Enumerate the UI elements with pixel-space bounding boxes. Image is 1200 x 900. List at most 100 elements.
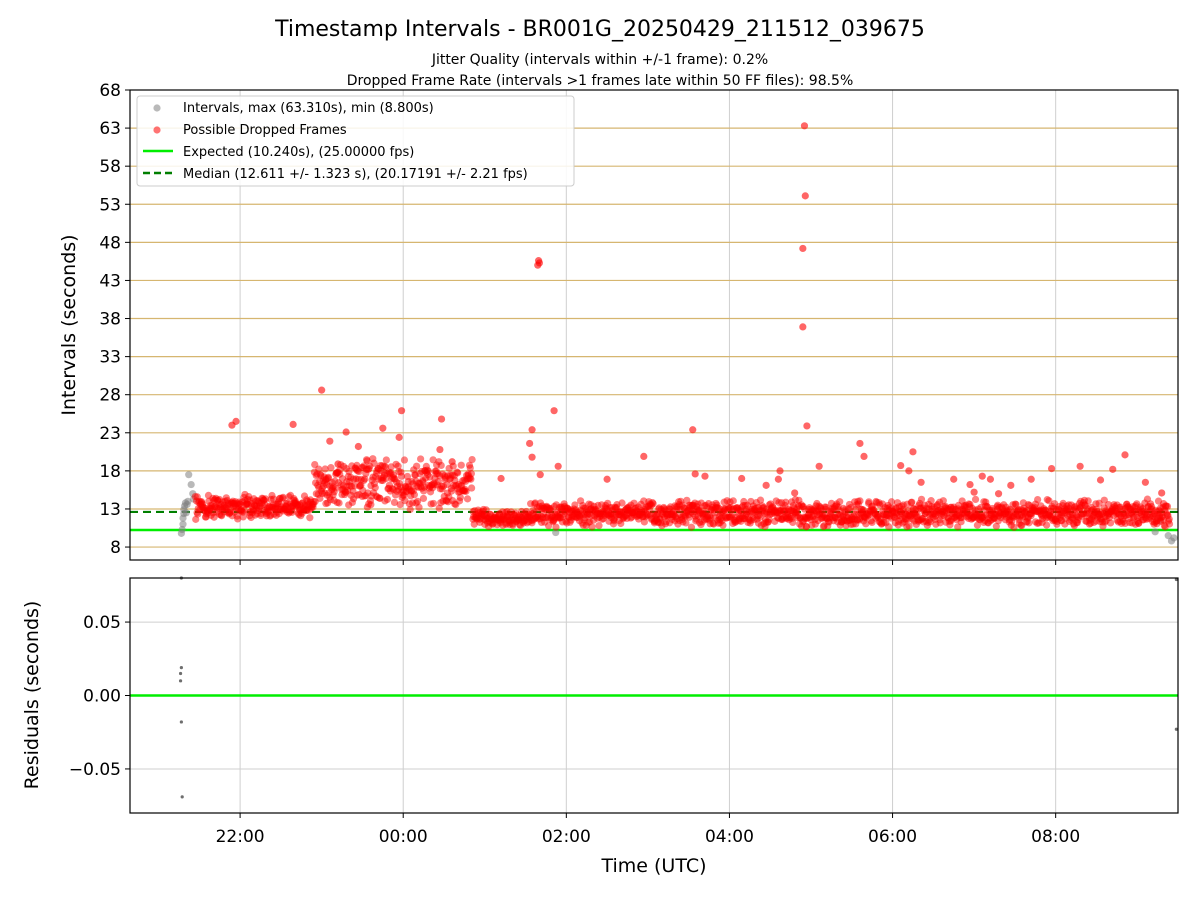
- residuals-y-tick-label: 0.05: [83, 613, 121, 633]
- dropped-frame-point: [454, 469, 462, 477]
- dropped-frame-point: [554, 462, 562, 470]
- intervals-plot-frame: [129, 89, 1179, 561]
- dropped-frame-point: [288, 508, 296, 516]
- dropped-frame-point: [954, 523, 962, 531]
- dropped-frame-point: [382, 456, 390, 464]
- residuals-y-tick-label: −0.05: [69, 760, 121, 780]
- dropped-frame-point: [462, 487, 470, 495]
- dropped-frame-point: [756, 496, 765, 504]
- legend-marker-intervals: [153, 104, 161, 112]
- legend-marker-dropped: [153, 126, 161, 134]
- dropped-frame-point: [528, 426, 536, 434]
- dropped-frame-point: [528, 453, 536, 461]
- dropped-frame-point: [429, 499, 438, 508]
- dropped-frame-point: [437, 461, 445, 470]
- dropped-frame-point: [457, 461, 465, 469]
- dropped-frame-point: [367, 501, 375, 509]
- dropped-frame-point: [342, 428, 350, 436]
- dropped-frame-point: [468, 484, 476, 492]
- dropped-frame-point: [885, 523, 893, 531]
- dropped-frame-point: [327, 464, 335, 472]
- figure-subtitle-jitter: Jitter Quality (intervals within +/-1 fr…: [431, 52, 768, 68]
- dropped-frame-point: [992, 522, 1000, 530]
- dropped-frame-point: [447, 487, 456, 495]
- interval-point: [178, 525, 186, 534]
- dropped-frame-point: [456, 493, 464, 502]
- dropped-frame-point: [370, 459, 378, 467]
- dropped-frame-point: [978, 472, 986, 480]
- dropped-frame-point: [994, 490, 1003, 498]
- interval-point: [1151, 528, 1159, 536]
- dropped-frame-point: [371, 484, 379, 492]
- dropped-frame-point: [936, 519, 944, 527]
- residual-point: [178, 679, 183, 683]
- dropped-frame-point: [550, 407, 558, 415]
- dropped-frame-point: [536, 471, 544, 479]
- dropped-frame-point: [448, 458, 456, 466]
- x-axis-label: Time (UTC): [600, 855, 706, 877]
- dropped-frame-point: [1007, 481, 1015, 489]
- dropped-frame-point: [738, 474, 746, 483]
- dropped-frame-point: [417, 455, 425, 463]
- dropped-frame-point: [381, 463, 390, 471]
- interval-point: [182, 509, 190, 517]
- figure-title: Timestamp Intervals - BR001G_20250429_21…: [274, 17, 925, 42]
- residuals-y-ticks: 0.05 0.00 −0.05: [69, 613, 130, 780]
- dropped-frame-point: [1084, 497, 1092, 505]
- dropped-frame-point: [552, 523, 560, 531]
- dropped-frame-point: [1043, 521, 1051, 529]
- x-tick-label: 22:00: [216, 827, 265, 847]
- dropped-frame-point: [234, 515, 242, 523]
- x-tick-label: 02:00: [542, 827, 591, 847]
- dropped-frame-point: [413, 497, 422, 505]
- intervals-gridlines: [130, 90, 1178, 560]
- dropped-frame-point: [774, 475, 782, 483]
- intervals-y-tick-label: 8: [110, 538, 121, 558]
- dropped-frame-point: [261, 495, 270, 503]
- interval-points: [177, 122, 1178, 545]
- dropped-frame-point: [776, 467, 784, 475]
- dropped-frame-point: [917, 478, 925, 486]
- dropped-frame-point: [379, 424, 387, 432]
- dropped-frame-point: [436, 445, 444, 454]
- dropped-frame-point: [799, 323, 807, 331]
- intervals-y-axis-label: Intervals (seconds): [58, 234, 80, 415]
- dropped-frame-point: [719, 521, 727, 529]
- dropped-frame-point: [350, 482, 359, 490]
- dropped-frame-point: [318, 386, 326, 394]
- dropped-frame-point: [640, 452, 648, 461]
- interval-point: [552, 528, 560, 537]
- intervals-x-ticks: [239, 560, 1057, 565]
- residual-point: [180, 795, 184, 799]
- dropped-frame-point: [618, 499, 626, 507]
- dropped-frame-point: [410, 491, 419, 499]
- residuals-x-ticks: 22:00 00:00 02:00 04:00 06:00 08:00: [216, 813, 1080, 847]
- dropped-frame-point: [1121, 451, 1129, 459]
- residual-point: [179, 720, 183, 724]
- dropped-frame-point: [1096, 476, 1105, 484]
- intervals-y-tick-label: 68: [99, 81, 121, 101]
- dropped-frame-point: [856, 439, 864, 448]
- dropped-frame-point: [1034, 495, 1042, 504]
- intervals-y-tick-label: 38: [99, 310, 121, 330]
- residuals-y-axis-label: Residuals (seconds): [21, 601, 43, 790]
- dropped-frame-point: [306, 514, 314, 522]
- dropped-frame-point: [603, 475, 611, 483]
- dropped-frame-point: [1158, 489, 1166, 497]
- dropped-frame-point: [335, 499, 343, 507]
- dropped-frame-point: [588, 523, 596, 531]
- dropped-frame-point: [424, 467, 432, 475]
- dropped-frame-point: [887, 498, 896, 506]
- dropped-frame-point: [1045, 497, 1053, 505]
- dropped-frame-point: [394, 462, 402, 470]
- residuals-y-tick-label: 0.00: [83, 687, 121, 707]
- dropped-frame-point: [362, 465, 371, 473]
- residual-point: [1174, 727, 1178, 731]
- dropped-frame-point: [762, 481, 770, 489]
- legend-label-dropped: Possible Dropped Frames: [183, 123, 347, 138]
- dropped-frame-point: [435, 504, 443, 512]
- dropped-frame-point: [321, 465, 329, 473]
- dropped-frame-point: [535, 259, 544, 267]
- dropped-frame-point: [917, 495, 926, 503]
- dropped-frame-point: [326, 437, 334, 445]
